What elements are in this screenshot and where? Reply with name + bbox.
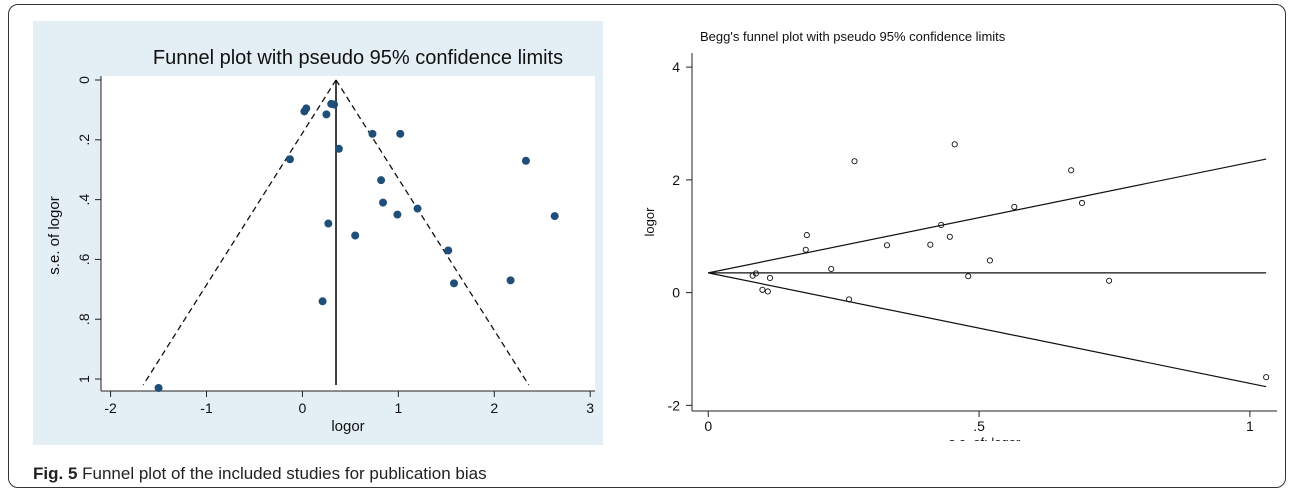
x-axis-label: s.e. of: logor (949, 435, 1021, 441)
data-point (521, 156, 530, 165)
x-tick-label: 2 (490, 400, 498, 416)
y-tick-label: .6 (76, 253, 92, 265)
data-point (951, 141, 958, 148)
data-point (368, 129, 377, 138)
x-tick-label: 3 (586, 400, 594, 416)
figure-frame: Funnel plot with pseudo 95% confidence l… (8, 4, 1286, 488)
data-point (379, 198, 388, 207)
data-point (1011, 203, 1018, 210)
data-point (506, 276, 515, 285)
right-begg-plot-svg: Begg's funnel plot with pseudo 95% confi… (642, 29, 1277, 441)
x-tick-label: 1 (394, 400, 402, 416)
data-point (938, 221, 945, 229)
y-tick-label: 2 (672, 172, 680, 188)
data-point (285, 155, 294, 164)
x-tick-label: -2 (104, 400, 117, 416)
data-point (393, 210, 402, 219)
lower-confidence-limit (708, 272, 1267, 388)
data-point (550, 212, 559, 221)
data-point (444, 246, 453, 255)
y-tick-label: 1 (76, 375, 92, 383)
funnel-right-limit (335, 79, 530, 386)
data-point (351, 231, 360, 240)
data-point (946, 233, 953, 240)
left-plot-svg: Funnel plot with pseudo 95% confidence l… (46, 47, 595, 435)
data-point (828, 265, 835, 272)
data-point (1068, 167, 1075, 174)
data-point (965, 273, 972, 280)
data-point (322, 110, 331, 119)
chart-title: Begg's funnel plot with pseudo 95% confi… (700, 29, 1006, 44)
caption-label: Fig. 5 (33, 464, 78, 483)
y-tick-label: .8 (76, 313, 92, 325)
y-tick-label: 0 (76, 76, 92, 84)
data-point (1078, 199, 1086, 207)
chart-title: Funnel plot with pseudo 95% confidence l… (153, 47, 563, 69)
y-tick-label: .2 (76, 134, 92, 146)
data-point (764, 288, 771, 295)
funnel-left-limit (142, 79, 337, 386)
y-tick-label: 0 (672, 285, 680, 301)
data-point (752, 270, 759, 277)
data-point (396, 129, 405, 138)
data-point (377, 176, 386, 185)
data-point (986, 257, 993, 264)
left-funnel-plot: Funnel plot with pseudo 95% confidence l… (33, 21, 603, 445)
x-tick-label: .5 (973, 418, 985, 434)
y-tick-label: 4 (672, 59, 680, 75)
data-point (302, 104, 311, 113)
data-point (413, 204, 422, 213)
data-point (883, 242, 891, 249)
data-point (766, 274, 774, 281)
y-tick-label: .4 (76, 194, 92, 206)
data-point (846, 296, 853, 303)
data-point (803, 232, 810, 239)
plot-area (101, 76, 595, 391)
caption-text: Funnel plot of the included studies for … (77, 464, 487, 483)
data-point (324, 219, 333, 228)
data-point (318, 297, 327, 306)
data-point (851, 158, 858, 165)
data-point (802, 246, 809, 253)
upper-confidence-limit (708, 158, 1267, 274)
x-tick-label: -1 (200, 400, 213, 416)
data-point (449, 279, 458, 288)
data-point (334, 144, 343, 153)
x-tick-label: 1 (1246, 418, 1254, 434)
y-axis-label: logor (642, 207, 657, 237)
x-tick-label: 0 (704, 418, 712, 434)
data-point (927, 241, 934, 248)
figure-caption: Fig. 5 Funnel plot of the included studi… (33, 464, 487, 484)
x-tick-label: 0 (299, 400, 307, 416)
y-axis-label: s.e. of logor (46, 196, 63, 274)
data-point (330, 100, 339, 109)
data-point (1106, 277, 1113, 284)
data-point (154, 384, 163, 393)
data-point (759, 286, 766, 293)
x-axis-label: logor (331, 418, 364, 435)
y-tick-label: -2 (668, 397, 681, 413)
data-point (1263, 374, 1270, 381)
